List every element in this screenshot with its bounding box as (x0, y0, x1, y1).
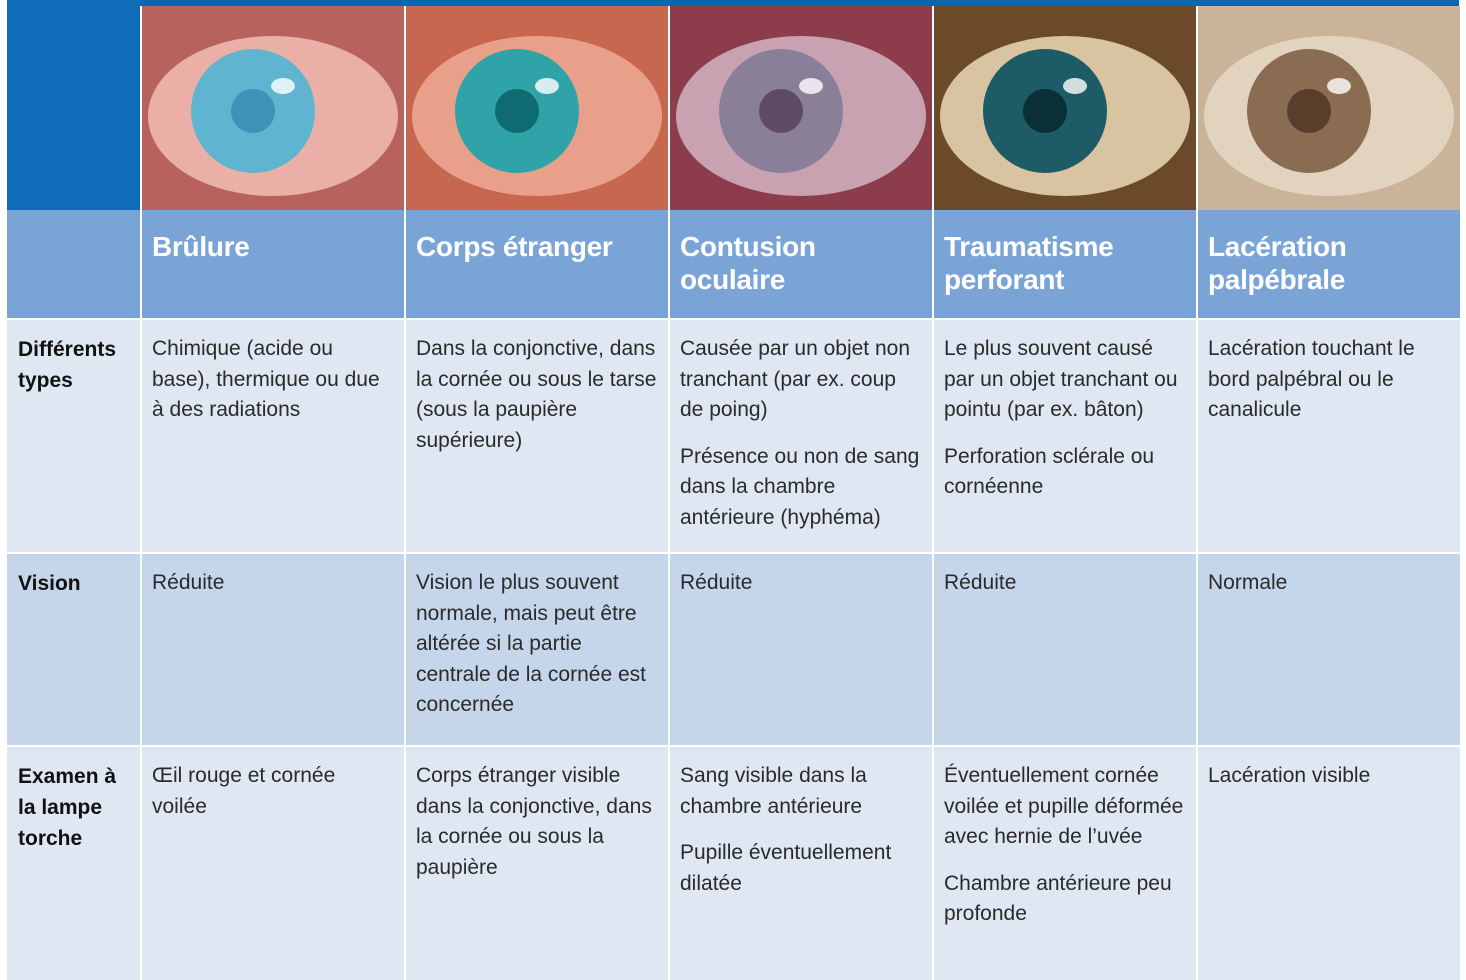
cell-text: Lacération touchant le bord palpébral ou… (1208, 337, 1415, 421)
cell: Causée par un objet non tranchant (par e… (670, 320, 932, 552)
pupil (1287, 89, 1331, 133)
cell-text: Chimique (acide ou base), thermique ou d… (152, 337, 380, 421)
cell: Corps étranger visible dans la conjoncti… (406, 747, 668, 980)
cell-text: Réduite (152, 571, 225, 594)
pupil (231, 89, 275, 133)
header-corner (7, 210, 140, 318)
top-bar (7, 0, 1459, 6)
cell-text: Réduite (944, 571, 1017, 594)
column-heading: Contusion oculaire (670, 210, 932, 318)
cell: Dans la conjonctive, dans la cornée ou s… (406, 320, 668, 552)
cell: Lacération visible (1198, 747, 1460, 980)
row-label: Différents types (7, 320, 140, 552)
cell-text: Sang visible dans la chambre antérieure (680, 764, 867, 818)
cell: Œil rouge et cornée voilée (142, 747, 404, 980)
cell-text: Le plus souvent causé par un objet tranc… (944, 337, 1178, 421)
cell: Normale (1198, 554, 1460, 745)
cell: Réduite (934, 554, 1196, 745)
cell-text: Pupille éventuellement dilatée (680, 841, 892, 895)
cell: Réduite (142, 554, 404, 745)
row-label: Examen à la lampe torche (7, 747, 140, 980)
cell: Sang visible dans la chambre antérieure P… (670, 747, 932, 980)
cell-text: Présence ou non de sang dans la chambre … (680, 444, 920, 529)
cell-text: Chambre antérieure peu profonde (944, 871, 1172, 926)
cell: Lacération touchant le bord palpébral ou… (1198, 320, 1460, 552)
column-heading: Traumatisme perforant (934, 210, 1196, 318)
column-heading: Brûlure (142, 210, 404, 318)
reflection (535, 78, 559, 94)
pupil (1023, 89, 1067, 133)
row-label: Vision (7, 554, 140, 745)
photo (406, 6, 668, 210)
cell-text: Éventuellement cornée voilée et pupille … (944, 764, 1184, 848)
cell: Réduite (670, 554, 932, 745)
cell-text: Lacération visible (1208, 764, 1371, 787)
photo (670, 6, 932, 210)
photo (142, 6, 404, 210)
reflection (1327, 78, 1351, 94)
column-heading: Lacération palpébrale (1198, 210, 1460, 318)
corner-block (7, 0, 140, 210)
cell: Éventuellement cornée voilée et pupille … (934, 747, 1196, 980)
cell: Vision le plus souvent normale, mais peu… (406, 554, 668, 745)
cell-text: Normale (1208, 571, 1288, 594)
cell-text: Œil rouge et cornée voilée (152, 764, 336, 818)
cell-text: Corps étranger visible dans la conjoncti… (416, 764, 652, 879)
photo (934, 6, 1196, 210)
reflection (271, 78, 295, 94)
reflection (1063, 78, 1087, 94)
pupil (759, 89, 803, 133)
reflection (799, 78, 823, 94)
cell-text: Causée par un objet non tranchant (par e… (680, 337, 911, 421)
cell-text: Dans la conjonctive, dans la cornée ou s… (416, 337, 657, 452)
cell-text: Vision le plus souvent normale, mais peu… (416, 571, 646, 716)
pupil (495, 89, 539, 133)
column-heading: Corps étranger (406, 210, 668, 318)
cell-text: Perforation sclérale ou cornéenne (944, 444, 1155, 499)
photo (1198, 6, 1460, 210)
cell: Chimique (acide ou base), thermique ou d… (142, 320, 404, 552)
cell-text: Réduite (680, 571, 753, 594)
cell: Le plus souvent causé par un objet tranc… (934, 320, 1196, 552)
